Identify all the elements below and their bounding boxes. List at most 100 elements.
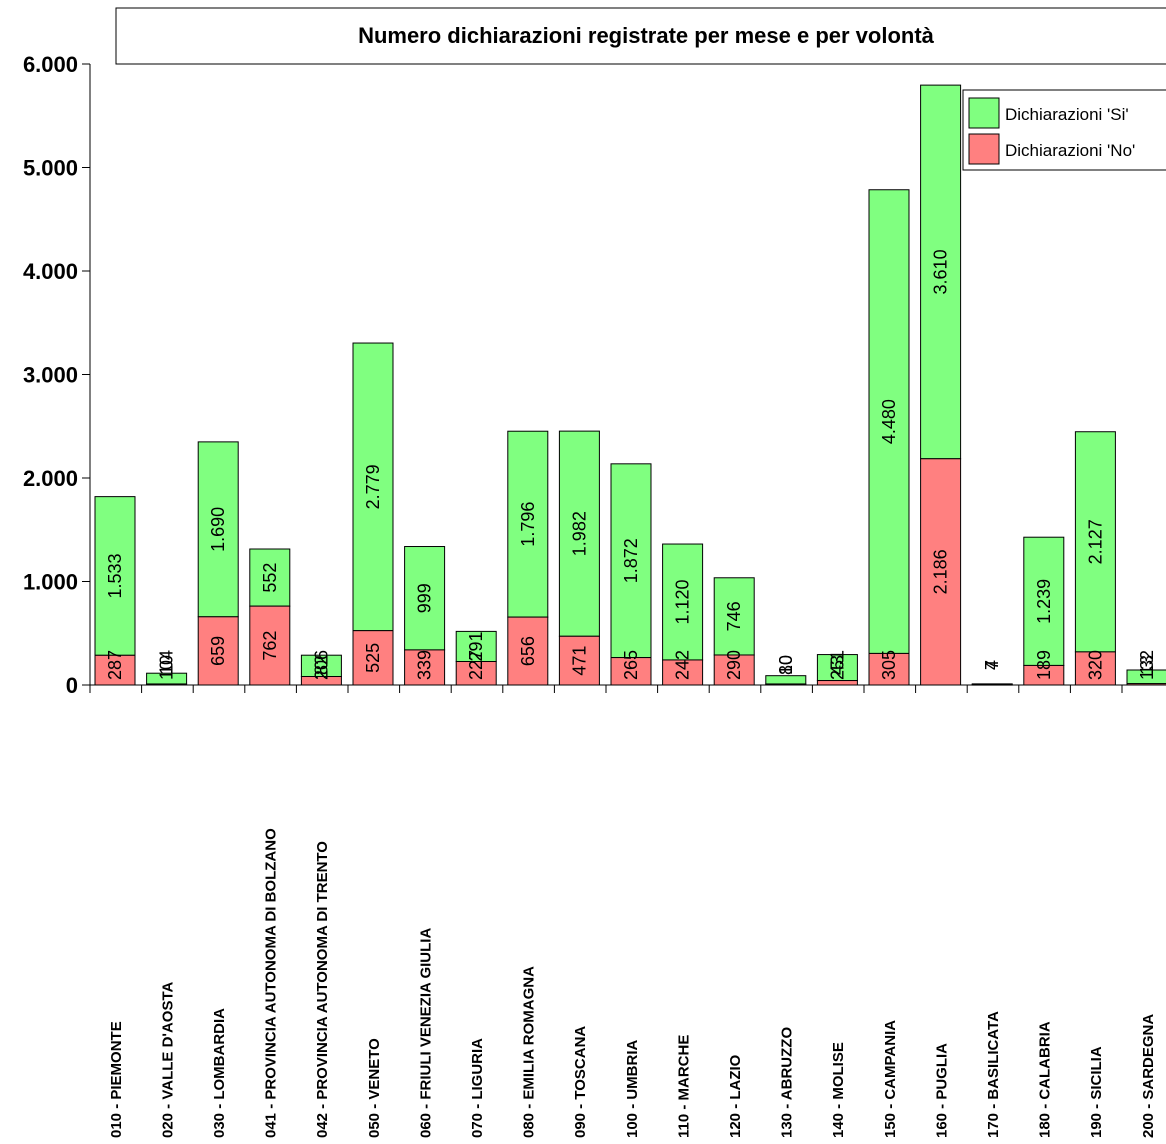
data-label-si: 1.982 [569, 511, 589, 556]
bar-no [197, 616, 239, 686]
data-label-no: 471 [569, 646, 589, 676]
data-label-no: 43 [827, 655, 847, 675]
bar-no [816, 680, 858, 686]
x-axis: 010 - PIEMONTE 020 - VALLE D'AOSTA 030 - L… [89, 684, 1166, 1138]
y-tick-label: 4.000 [23, 259, 78, 284]
y-tick-label: 2.000 [23, 466, 78, 491]
x-tick-label: 030 - LOMBARDIA [211, 1008, 228, 1138]
legend-swatch [968, 133, 1000, 165]
data-label-si: 80 [776, 655, 796, 675]
data-label-si: 4.480 [879, 399, 899, 444]
bar-no [610, 657, 652, 686]
x-tick-label: 050 - VENETO [366, 1038, 383, 1138]
data-label-si: 206 [311, 650, 331, 680]
x-tick-label: 041 - PROVINCIA AUTONOMA DI BOLZANO [263, 828, 280, 1138]
x-tick-label: 060 - FRIULI VENEZIA GIULIA [417, 928, 434, 1138]
bar-si [610, 463, 652, 659]
data-label-no: 287 [105, 650, 125, 680]
bar-si [1074, 431, 1116, 653]
data-label-no: 320 [1085, 650, 1105, 680]
x-tick-label: 200 - SARDEGNA [1140, 1014, 1157, 1138]
x-tick-label: 130 - ABRUZZO [779, 1027, 796, 1138]
x-tick-label: 190 - SICILIA [1088, 1046, 1105, 1138]
x-tick-label: 170 - BASILICATA [985, 1011, 1002, 1138]
data-label-si: 291 [466, 631, 486, 661]
bar-si [816, 654, 858, 682]
bar-si [94, 496, 136, 656]
legend-swatch [968, 97, 1000, 129]
bar-si [507, 430, 549, 618]
data-label-si: 1.690 [208, 507, 228, 552]
bar-si [662, 543, 704, 661]
data-label-si: 1.239 [1034, 579, 1054, 624]
legend: Dichiarazioni 'Si' Dichiarazioni 'No' [962, 89, 1166, 171]
data-label-no: 189 [1034, 650, 1054, 680]
bar-si [868, 189, 910, 654]
bar-si [197, 441, 239, 618]
data-label-si: 1.872 [621, 538, 641, 583]
y-tick-label: 5.000 [23, 156, 78, 181]
data-label-no: 290 [724, 650, 744, 680]
data-label-si: 132 [1137, 650, 1157, 680]
data-label-no: 762 [260, 631, 280, 661]
x-tick-label: 160 - PUGLIA [933, 1043, 950, 1138]
bar-si [352, 342, 394, 632]
data-label-si: 1.533 [105, 553, 125, 598]
data-label-no: 525 [363, 643, 383, 673]
x-tick-label: 042 - PROVINCIA AUTONOMA DI TRENTO [314, 841, 331, 1138]
data-label-si: 3.610 [931, 249, 951, 294]
y-tick-label: 0 [66, 673, 78, 698]
chart-title: Numero dichiarazioni registrate per mese… [358, 23, 935, 48]
chart-title-box [115, 7, 1166, 65]
bar-no [507, 616, 549, 686]
data-label-si: 552 [260, 563, 280, 593]
data-label-no: 242 [673, 650, 693, 680]
x-tick-label: 090 - TOSCANA [572, 1026, 589, 1138]
data-label-si: 104 [157, 650, 177, 680]
data-label-no: 10 [157, 655, 177, 675]
data-label-no: 10 [776, 655, 796, 675]
x-tick-label: 010 - PIEMONTE [108, 1021, 125, 1138]
bar-si [765, 675, 807, 685]
data-label-no: 13 [1137, 655, 1157, 675]
data-label-si: 7 [982, 660, 1002, 670]
bar-no [713, 654, 755, 686]
data-label-no: 656 [518, 636, 538, 666]
x-tick-label: 020 - VALLE D'AOSTA [159, 981, 176, 1138]
data-label-no: 265 [621, 650, 641, 680]
data-label-si: 1.796 [518, 502, 538, 547]
data-label-si: 2.127 [1085, 519, 1105, 564]
data-label-no: 339 [415, 650, 435, 680]
bar-no [558, 635, 600, 686]
bar-si [404, 546, 446, 651]
data-label-no: 305 [879, 650, 899, 680]
x-tick-label: 080 - EMILIA ROMAGNA [521, 966, 538, 1138]
data-label-no: 2.186 [931, 549, 951, 594]
data-label-si: 1.120 [673, 579, 693, 624]
bar-si [455, 630, 497, 663]
y-tick-label: 6.000 [23, 52, 78, 77]
data-label-no: 82 [311, 655, 331, 675]
legend-label: Dichiarazioni 'Si' [1005, 105, 1129, 124]
bar-no [404, 649, 446, 686]
y-axis: 0 1.000 2.000 3.000 4.000 5.000 6.000 [23, 52, 91, 698]
legend-label: Dichiarazioni 'No' [1005, 141, 1135, 160]
y-tick-label: 1.000 [23, 570, 78, 595]
x-tick-label: 150 - CAMPANIA [882, 1020, 899, 1138]
data-label-si: 251 [827, 650, 847, 680]
x-tick-label: 120 - LAZIO [727, 1054, 744, 1138]
data-label-no: 659 [208, 636, 228, 666]
bar-no [920, 458, 962, 686]
bar-si [920, 84, 962, 460]
x-tick-label: 070 - LIGURIA [469, 1038, 486, 1138]
bar-no [249, 605, 291, 686]
x-tick-label: 110 - MARCHE [675, 1035, 692, 1138]
x-tick-label: 140 - MOLISE [830, 1042, 847, 1138]
data-label-si: 746 [724, 601, 744, 631]
y-tick-label: 3.000 [23, 363, 78, 388]
bar-no [352, 630, 394, 686]
x-tick-label: 180 - CALABRIA [1037, 1021, 1054, 1138]
bar-no [94, 654, 136, 686]
